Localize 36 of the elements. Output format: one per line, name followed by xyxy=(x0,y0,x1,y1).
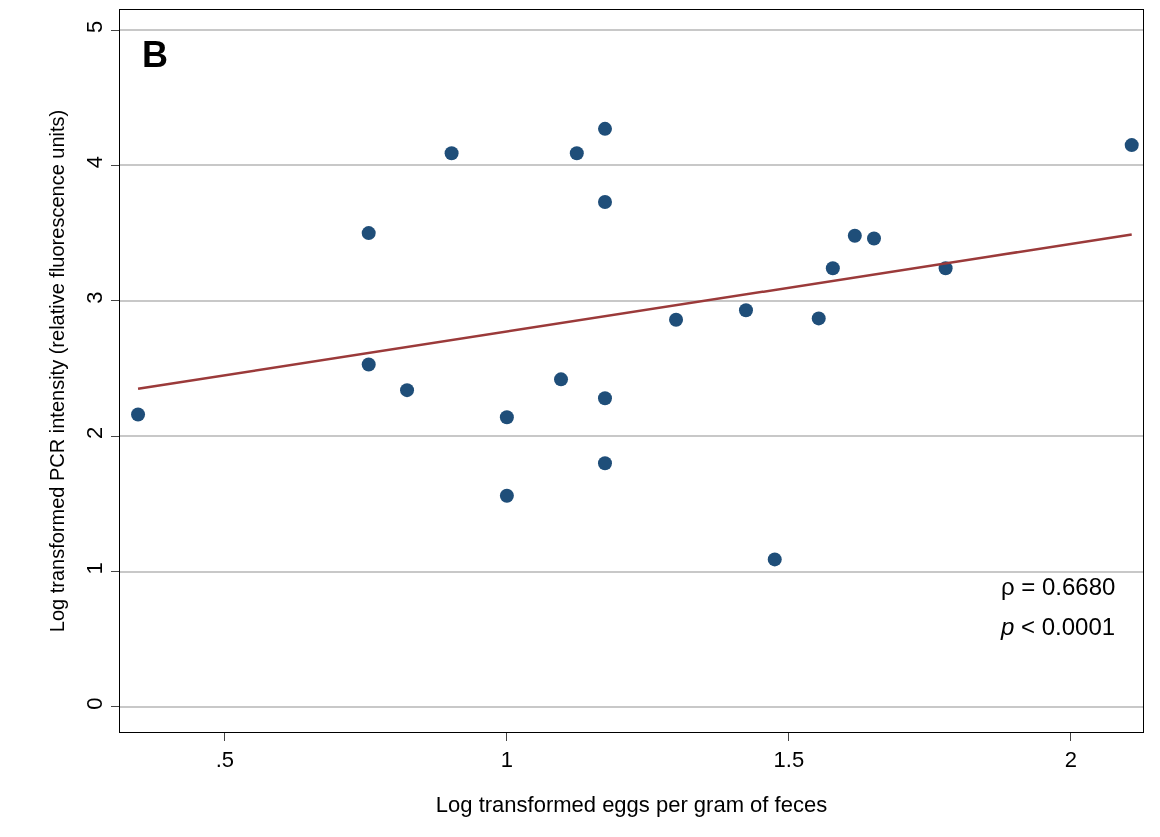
y-tick-label: 3 xyxy=(82,291,108,304)
y-tick-label: 2 xyxy=(82,426,108,440)
point xyxy=(738,303,753,318)
point xyxy=(499,488,514,503)
point xyxy=(361,357,376,372)
point xyxy=(1124,138,1139,153)
x-tick-label: 1.5 xyxy=(773,747,805,773)
x-axis-title: Log transformed eggs per gram of feces xyxy=(435,792,828,818)
point xyxy=(847,228,862,243)
x-tick-label: 1 xyxy=(500,747,513,773)
point xyxy=(598,194,612,209)
point xyxy=(499,410,514,425)
y-axis-title: Log transformed PCR intensity (relative fluorescence units) xyxy=(45,109,68,633)
point xyxy=(811,311,826,326)
y-tick-label: 0 xyxy=(82,697,108,710)
point xyxy=(444,146,459,161)
point xyxy=(361,226,376,241)
point xyxy=(131,407,146,422)
y-tick-label: 4 xyxy=(82,155,108,169)
point xyxy=(825,261,840,276)
point xyxy=(400,383,415,398)
y-tick-label: 5 xyxy=(82,20,108,33)
point xyxy=(598,456,612,471)
point xyxy=(669,312,684,327)
point xyxy=(598,121,612,136)
annotation: ρ = 0.6680 xyxy=(1001,573,1116,600)
annotation: p < 0.0001 xyxy=(1000,613,1116,640)
point xyxy=(767,552,782,567)
point xyxy=(598,391,612,406)
annotation: B xyxy=(142,34,168,75)
point xyxy=(554,372,569,387)
y-tick-label: 1 xyxy=(82,562,108,575)
point xyxy=(867,231,881,246)
x-tick-label: .5 xyxy=(215,747,235,773)
x-tick-label: 2 xyxy=(1064,747,1077,773)
point xyxy=(569,146,584,161)
